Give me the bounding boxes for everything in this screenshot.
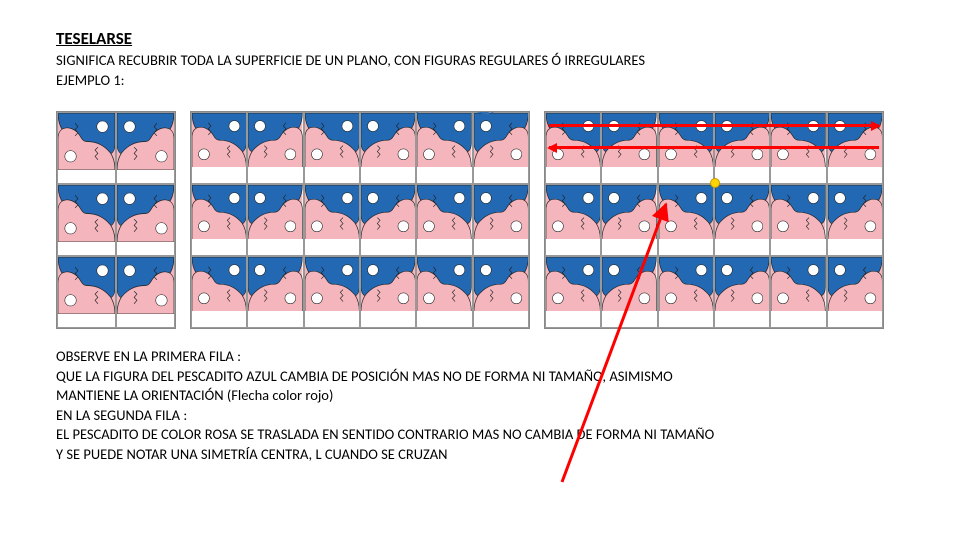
fish-pair-icon (715, 113, 769, 167)
tessellation-cell (827, 256, 883, 328)
panels-row (56, 111, 904, 329)
body-line-3: MANTIENE LA ORIENTACIÓN (Flecha color ro… (56, 386, 904, 406)
top-curved-arrows (411, 111, 530, 118)
fish-pair-icon (117, 113, 174, 170)
fish-pair-icon (546, 257, 600, 311)
fish-pair-icon (117, 185, 174, 242)
page-subtitle: SIGNIFICA RECUBRIR TODA LA SUPERFICIE DE… (56, 51, 904, 69)
fish-pair-icon (546, 185, 600, 239)
red-arrow-left (549, 146, 879, 149)
fish-pair-icon (474, 257, 528, 311)
tessellation-cell (473, 256, 529, 328)
tessellation-cell (360, 184, 416, 256)
page-title: TESELARSE (56, 28, 904, 49)
fish-pair-icon (474, 185, 528, 239)
tessellation-cell (416, 184, 472, 256)
tessellation-cell (658, 256, 714, 328)
tessellation-cell (545, 256, 601, 328)
fish-pair-icon (305, 113, 359, 167)
tessellation-cell (360, 256, 416, 328)
fish-pair-icon (659, 257, 713, 311)
red-arrow-right (549, 124, 879, 127)
body-line-4: EN LA SEGUNDA FILA : (56, 406, 904, 426)
fish-pair-icon (602, 113, 656, 167)
fish-pair-icon (659, 113, 713, 167)
tessellation-cell (247, 112, 303, 184)
tessellation-cell (473, 184, 529, 256)
fish-pair-icon (771, 257, 825, 311)
tessellation-cell (416, 112, 472, 184)
tessellation-cell (116, 112, 175, 184)
fish-pair-icon (361, 185, 415, 239)
tessellation-cell (658, 184, 714, 256)
fish-pair-icon (361, 257, 415, 311)
panel-2 (190, 111, 530, 329)
example-label: EJEMPLO 1: (56, 71, 904, 89)
tessellation-cell (116, 256, 175, 328)
fish-pair-icon (771, 185, 825, 239)
tessellation-cell (57, 256, 116, 328)
tessellation-cell (770, 256, 826, 328)
fish-pair-icon (361, 113, 415, 167)
body-line-1: OBSERVE EN LA PRIMERA FILA : (56, 347, 904, 367)
tessellation-cell (473, 112, 529, 184)
tessellation-cell (545, 184, 601, 256)
fish-pair-icon (305, 185, 359, 239)
fish-pair-icon (828, 257, 882, 311)
body-line-5: EL PESCADITO DE COLOR ROSA SE TRASLADA E… (56, 425, 904, 445)
tessellation-cell (601, 184, 657, 256)
yellow-dot (710, 178, 720, 188)
fish-pair-icon (192, 257, 246, 311)
fish-pair-icon (659, 185, 713, 239)
fish-pair-icon (58, 113, 115, 170)
fish-pair-icon (828, 185, 882, 239)
fish-pair-icon (715, 185, 769, 239)
tessellation-cell (191, 112, 247, 184)
fish-pair-icon (602, 185, 656, 239)
fish-pair-icon (417, 257, 471, 311)
fish-pair-icon (248, 113, 302, 167)
fish-pair-icon (771, 113, 825, 167)
fish-pair-icon (58, 257, 115, 314)
fish-pair-icon (117, 257, 174, 314)
tessellation-cell (360, 112, 416, 184)
body-line-2: QUE LA FIGURA DEL PESCADITO AZUL CAMBIA … (56, 367, 904, 387)
fish-pair-icon (417, 185, 471, 239)
fish-pair-icon (474, 113, 528, 167)
tessellation-cell (714, 184, 770, 256)
fish-pair-icon (192, 113, 246, 167)
tessellation-cell (304, 256, 360, 328)
tessellation-cell (304, 184, 360, 256)
body-line-6: Y SE PUEDE NOTAR UNA SIMETRÍA CENTRA, L … (56, 445, 904, 465)
panel-3 (544, 111, 884, 329)
fish-pair-icon (305, 257, 359, 311)
tessellation-cell (714, 256, 770, 328)
fish-pair-icon (192, 185, 246, 239)
fish-pair-icon (715, 257, 769, 311)
tessellation-cell (57, 184, 116, 256)
tessellation-cell (827, 184, 883, 256)
tessellation-cell (601, 256, 657, 328)
fish-pair-icon (546, 113, 600, 167)
tessellation-cell (770, 184, 826, 256)
tessellation-cell (116, 184, 175, 256)
fish-pair-icon (417, 113, 471, 167)
fish-pair-icon (602, 257, 656, 311)
body-text: OBSERVE EN LA PRIMERA FILA : QUE LA FIGU… (56, 347, 904, 464)
fish-pair-icon (248, 185, 302, 239)
tessellation-cell (304, 112, 360, 184)
tessellation-cell (247, 184, 303, 256)
panel-1 (56, 111, 176, 329)
tessellation-cell (416, 256, 472, 328)
tessellation-cell (191, 184, 247, 256)
tessellation-cell (247, 256, 303, 328)
tessellation-cell (191, 256, 247, 328)
tessellation-cell (57, 112, 116, 184)
fish-pair-icon (58, 185, 115, 242)
fish-pair-icon (248, 257, 302, 311)
